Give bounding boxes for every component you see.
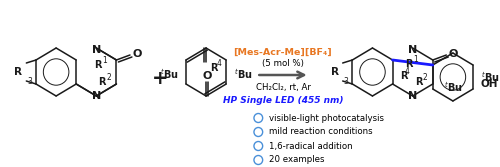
- Text: 3: 3: [344, 77, 348, 86]
- Text: 4: 4: [216, 58, 222, 67]
- Text: R: R: [210, 63, 218, 73]
- Text: O: O: [448, 49, 458, 59]
- Text: $^t$Bu: $^t$Bu: [234, 67, 252, 81]
- Text: visible-light photocatalysis: visible-light photocatalysis: [269, 114, 384, 123]
- Text: N: N: [408, 91, 418, 101]
- Text: N: N: [408, 45, 418, 55]
- Text: N: N: [92, 91, 101, 101]
- Text: +: +: [152, 68, 168, 88]
- Text: R: R: [331, 67, 339, 77]
- Text: 2: 2: [423, 72, 428, 81]
- Text: 1: 1: [413, 54, 418, 63]
- Text: OH: OH: [480, 79, 498, 89]
- Text: HP Single LED (455 nm): HP Single LED (455 nm): [222, 96, 343, 105]
- Text: $^t$Bu: $^t$Bu: [480, 70, 500, 84]
- Text: mild reaction conditions: mild reaction conditions: [269, 127, 372, 136]
- Text: O: O: [202, 71, 211, 81]
- Text: [Mes-Acr-Me][BF₄]: [Mes-Acr-Me][BF₄]: [234, 47, 332, 56]
- Text: R: R: [14, 67, 22, 77]
- Text: R: R: [98, 77, 106, 87]
- Text: 3: 3: [28, 77, 32, 86]
- Text: $^t$Bu: $^t$Bu: [160, 67, 178, 81]
- Text: 1: 1: [102, 55, 108, 64]
- Text: R: R: [414, 77, 422, 87]
- Text: 4: 4: [404, 66, 409, 75]
- Text: 1,6-radical addition: 1,6-radical addition: [269, 141, 352, 150]
- Text: $^t$Bu: $^t$Bu: [444, 80, 462, 94]
- Text: R: R: [94, 60, 102, 70]
- Text: 2: 2: [106, 72, 112, 81]
- Text: R: R: [400, 71, 408, 81]
- Text: CH₂Cl₂, rt, Ar: CH₂Cl₂, rt, Ar: [256, 82, 310, 92]
- Text: R: R: [405, 59, 412, 69]
- Text: O: O: [132, 49, 141, 59]
- Text: N: N: [92, 45, 101, 55]
- Text: (5 mol %): (5 mol %): [262, 58, 304, 67]
- Text: 20 examples: 20 examples: [269, 155, 324, 164]
